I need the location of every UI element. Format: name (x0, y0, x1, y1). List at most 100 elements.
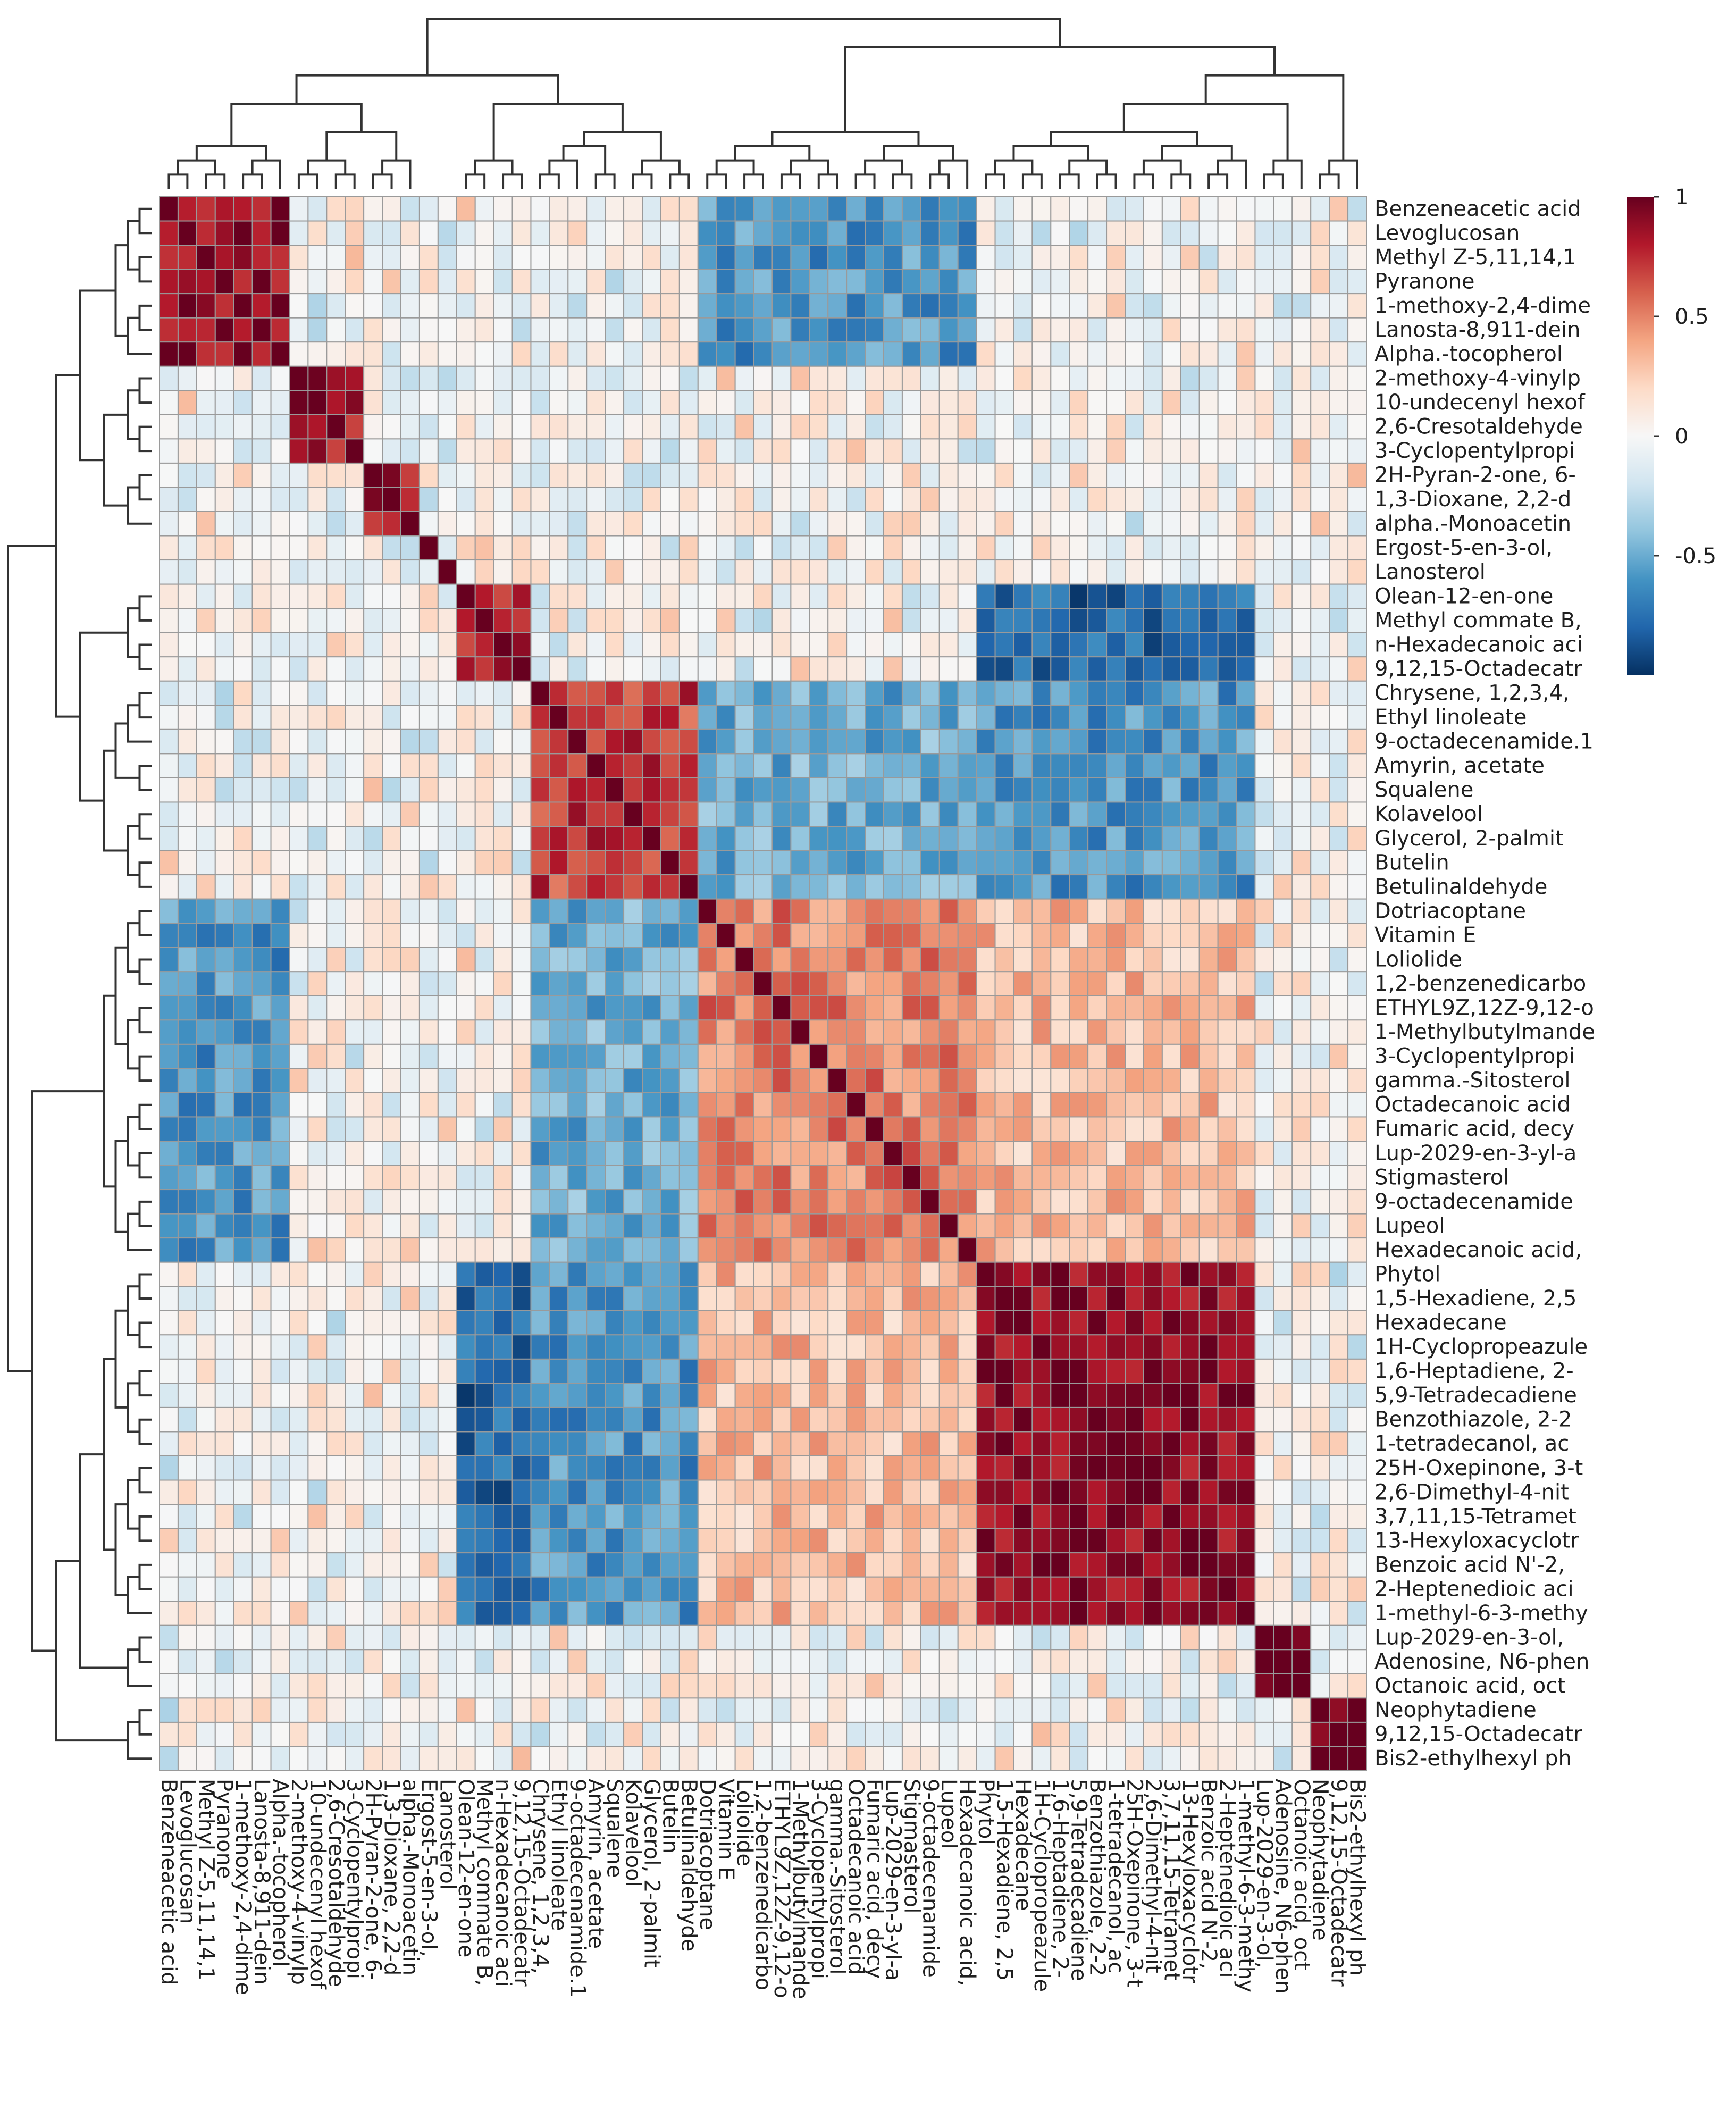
heatmap-cell (1125, 1383, 1144, 1408)
heatmap-cell (716, 947, 736, 973)
heatmap-cell (1125, 728, 1144, 755)
heatmap-cell (753, 1165, 773, 1191)
heatmap-cell (734, 559, 754, 585)
heatmap-cell (771, 341, 792, 367)
heatmap-cell (549, 1406, 569, 1433)
heatmap-cell (530, 1286, 550, 1311)
row-label: 1-methoxy-2,4-dime (1374, 294, 1591, 318)
heatmap-cell (734, 632, 754, 658)
heatmap-cell (1347, 1624, 1368, 1651)
heatmap-cell (363, 1141, 383, 1166)
heatmap-cell (307, 462, 328, 488)
heatmap-cell (1310, 1334, 1330, 1360)
heatmap-cell (771, 680, 792, 706)
heatmap-cell (530, 559, 550, 585)
heatmap-cell (474, 656, 494, 682)
heatmap-cell (865, 1528, 884, 1554)
heatmap-cell (586, 1068, 606, 1093)
heatmap-cell (865, 705, 884, 730)
heatmap-cell (1143, 317, 1163, 343)
heatmap-cell (382, 995, 402, 1021)
heatmap-cell (1161, 1746, 1181, 1771)
heatmap-cell (382, 705, 402, 730)
heatmap-cell (678, 1213, 699, 1239)
heatmap-cell (1161, 1504, 1181, 1529)
heatmap-cell (716, 1697, 736, 1723)
heatmap-cell (270, 1383, 290, 1408)
heatmap-cell (307, 1068, 328, 1093)
heatmap-cell (251, 801, 272, 827)
heatmap-cell (1291, 1576, 1312, 1602)
heatmap-cell (289, 1189, 309, 1215)
heatmap-cell (1291, 438, 1312, 464)
heatmap-cell (753, 269, 773, 295)
heatmap-cell (1013, 777, 1033, 803)
heatmap-cell (716, 1334, 736, 1360)
heatmap-cell (549, 850, 569, 876)
heatmap-cell (1291, 656, 1312, 682)
dendrogram-branch (138, 1007, 152, 1034)
heatmap-cell (771, 656, 792, 682)
heatmap-cell (1310, 1358, 1330, 1384)
heatmap-cell (233, 728, 253, 755)
heatmap-cell (734, 1334, 754, 1360)
heatmap-cell (642, 1286, 661, 1311)
heatmap-cell (938, 1092, 959, 1118)
heatmap-cell (920, 995, 940, 1021)
heatmap-cell (307, 850, 328, 876)
column-label: 1-methyl-6-3-methy (1234, 1779, 1258, 1992)
heatmap-cell (827, 1721, 848, 1747)
column-label: Lanosterol (435, 1779, 459, 1890)
heatmap-cell (418, 1721, 439, 1747)
heatmap-cell (1143, 1576, 1163, 1602)
row-label: n-Hexadecanoic aci (1374, 633, 1583, 657)
heatmap-cell (307, 1189, 328, 1215)
heatmap-cell (716, 462, 736, 488)
heatmap-cell (196, 341, 216, 367)
heatmap-cell (400, 293, 420, 319)
heatmap-cell (326, 1286, 346, 1311)
heatmap-cell (307, 535, 328, 561)
heatmap-cell (1217, 1310, 1237, 1336)
heatmap-cell (418, 728, 439, 755)
heatmap-cell (1273, 801, 1293, 827)
heatmap-cell (734, 196, 754, 222)
heatmap-cell (660, 1286, 680, 1311)
heatmap-cell (1329, 1406, 1349, 1433)
dendrogram-branch (127, 1479, 140, 1530)
heatmap-cell (511, 390, 532, 415)
heatmap-cell (809, 1141, 829, 1166)
heatmap-cell (642, 680, 661, 706)
heatmap-cell (196, 1068, 216, 1093)
heatmap-cell (289, 971, 309, 996)
heatmap-cell (883, 1261, 903, 1287)
heatmap-cell (1236, 1746, 1256, 1771)
heatmap-cell (605, 1721, 625, 1747)
heatmap-cell (1161, 923, 1181, 948)
heatmap-cell (1347, 1479, 1368, 1505)
heatmap-cell (1254, 1092, 1274, 1118)
heatmap-cell (809, 414, 829, 440)
heatmap-cell (400, 1165, 420, 1191)
heatmap-cell (734, 753, 754, 778)
heatmap-cell (1143, 923, 1163, 948)
heatmap-cell (345, 1019, 365, 1045)
heatmap-cell (976, 1261, 996, 1287)
heatmap-cell (567, 1528, 588, 1554)
heatmap-cell (605, 1624, 625, 1651)
heatmap-cell (567, 1068, 588, 1093)
heatmap-cell (289, 1092, 309, 1118)
heatmap-cell (400, 1019, 420, 1045)
heatmap-cell (307, 971, 328, 996)
heatmap-cell (901, 1383, 921, 1408)
heatmap-cell (994, 656, 1014, 682)
heatmap-cell (605, 1310, 625, 1336)
heatmap-cell (660, 1746, 680, 1771)
heatmap-cell (586, 245, 606, 270)
heatmap-cell (678, 656, 699, 682)
heatmap-cell (994, 608, 1014, 633)
heatmap-cell (753, 1624, 773, 1651)
heatmap-cell (827, 923, 848, 948)
heatmap-cell (1050, 390, 1070, 415)
heatmap-cell (846, 341, 866, 367)
